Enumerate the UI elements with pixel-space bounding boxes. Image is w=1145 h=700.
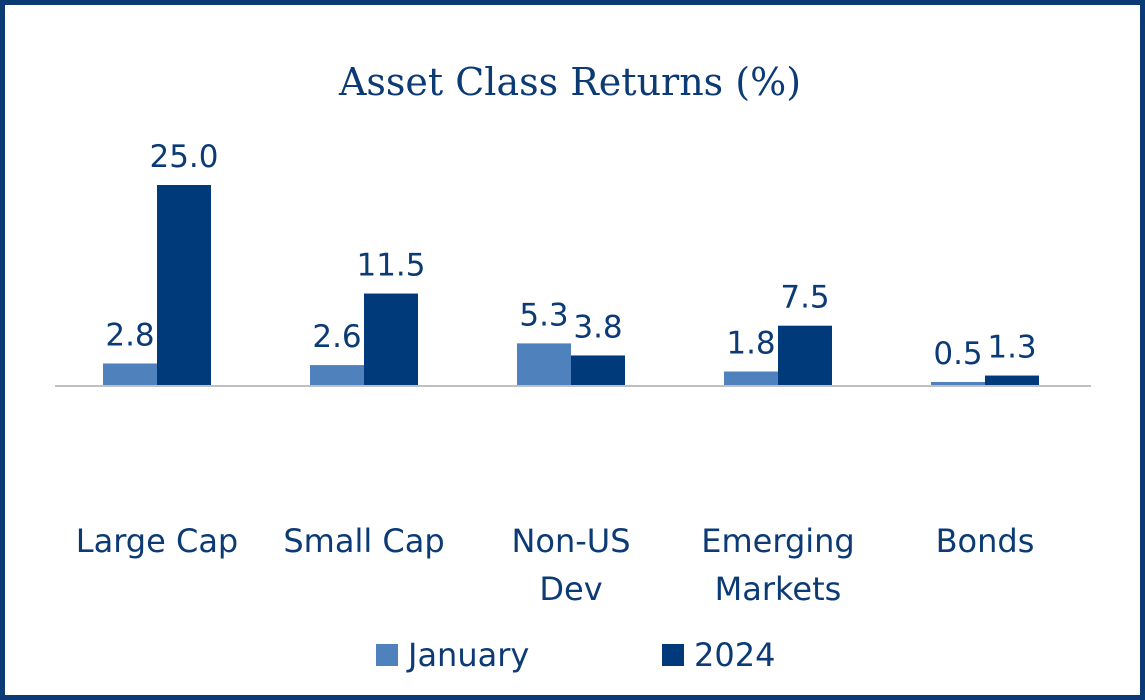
chart-title: Asset Class Returns (%) xyxy=(338,60,801,104)
category-label-2-line-1: Dev xyxy=(539,570,602,608)
category-labels-group: Large Cap Small Cap Non-US Dev Emerging Marke… xyxy=(76,522,1035,608)
bar-year-2024-4 xyxy=(985,375,1039,386)
bar-january-4 xyxy=(931,381,985,386)
bar-year-2024-2 xyxy=(571,355,625,386)
bar-january-2 xyxy=(517,343,571,386)
bars-group xyxy=(103,185,1039,386)
category-label-0-line-0: Large Cap xyxy=(76,522,238,560)
value-label-january-2: 5.3 xyxy=(519,297,568,333)
category-label-2-line-0: Non-US xyxy=(511,522,630,560)
category-label-4-line-0: Bonds xyxy=(936,522,1035,560)
bar-year-2024-1 xyxy=(364,293,418,386)
value-labels-group: 2.8 25.0 2.6 11.5 5.3 3.8 1.87.5 0.5 1.3 xyxy=(105,139,1036,372)
value-label-year-2024-4: 1.3 xyxy=(987,330,1036,366)
category-label-3-line-0: Emerging xyxy=(701,522,854,560)
value-label-year-2024-2: 3.8 xyxy=(573,309,622,345)
bar-january-3 xyxy=(724,371,778,386)
bar-year-2024-3 xyxy=(778,325,832,386)
value-label-year-2024-0: 25.0 xyxy=(149,139,218,175)
legend-label-january: January xyxy=(406,636,529,674)
bar-chart: Asset Class Returns (%) 2.8 25.0 2.6 11.5 5.… xyxy=(55,60,1091,674)
category-label-1-line-0: Small Cap xyxy=(283,522,444,560)
legend-swatch-year-2024 xyxy=(662,644,684,666)
value-label-january-0: 2.8 xyxy=(105,317,154,353)
value-label-january-3: 1.8 xyxy=(726,326,775,362)
value-label-january-4: 0.5 xyxy=(933,336,982,372)
value-label-year-2024-1: 11.5 xyxy=(356,248,425,284)
legend-label-year-2024: 2024 xyxy=(694,636,775,674)
value-label-january-1: 2.6 xyxy=(312,319,361,355)
legend-swatch-january xyxy=(376,644,398,666)
bar-year-2024-0 xyxy=(157,185,211,386)
bar-january-0 xyxy=(103,363,157,386)
value-label-year-2024-3: 7.5 xyxy=(780,280,829,316)
bar-january-1 xyxy=(310,365,364,386)
category-label-3-line-1: Markets xyxy=(715,570,842,608)
legend: January 2024 xyxy=(376,636,775,674)
